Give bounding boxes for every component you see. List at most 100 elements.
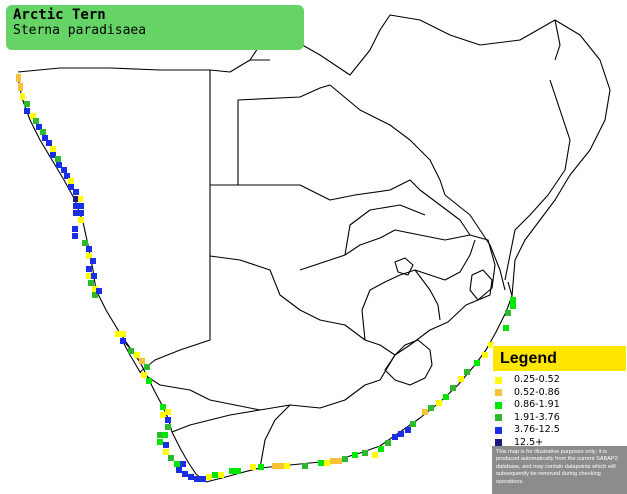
record-square xyxy=(405,427,411,433)
record-square xyxy=(92,286,98,292)
record-square xyxy=(120,331,126,337)
record-square xyxy=(163,449,169,455)
legend-list: 0.25-0.52 0.52-0.86 0.86-1.91 1.91-3.76 … xyxy=(495,374,560,449)
record-square xyxy=(342,456,348,462)
record-square xyxy=(162,432,168,438)
namibia-east-border xyxy=(209,70,331,186)
record-square xyxy=(36,124,42,130)
record-square xyxy=(450,385,456,391)
legend-label: 0.86-1.91 xyxy=(514,399,560,410)
record-square xyxy=(352,452,358,458)
record-square xyxy=(165,409,171,415)
record-square xyxy=(318,460,324,466)
record-square xyxy=(16,74,21,82)
record-square xyxy=(436,400,442,406)
province-line-6 xyxy=(299,204,426,271)
legend-item: 0.86-1.91 xyxy=(495,399,560,411)
record-square xyxy=(73,196,79,202)
record-square xyxy=(482,352,488,358)
legend-item: 0.52-0.86 xyxy=(495,387,560,399)
record-square xyxy=(278,463,284,469)
record-square xyxy=(362,450,368,456)
province-line-8 xyxy=(171,409,261,433)
record-square xyxy=(42,135,48,141)
record-square xyxy=(503,325,509,331)
record-square xyxy=(115,331,121,337)
species-common-name: Arctic Tern xyxy=(13,7,106,23)
province-line-5 xyxy=(344,229,471,256)
province-line-2 xyxy=(139,354,396,411)
legend-label: 3.76-12.5 xyxy=(514,424,560,435)
record-square xyxy=(92,292,98,298)
record-square xyxy=(88,280,94,286)
record-square xyxy=(165,424,171,430)
record-square xyxy=(78,217,84,223)
legend-disclaimer: This map is for illustrative purposes on… xyxy=(492,446,627,494)
lesotho xyxy=(384,339,433,386)
record-square xyxy=(250,464,256,470)
legend-label: 0.52-0.86 xyxy=(514,386,560,398)
record-square xyxy=(200,476,206,482)
record-square xyxy=(68,184,74,190)
record-square xyxy=(68,178,74,184)
record-square xyxy=(146,378,152,384)
record-square xyxy=(188,474,194,480)
record-square xyxy=(218,472,224,478)
record-square xyxy=(410,421,416,427)
record-square xyxy=(61,167,67,173)
record-square xyxy=(139,358,145,364)
record-square xyxy=(33,118,39,124)
record-square xyxy=(20,93,25,100)
record-square xyxy=(324,460,330,466)
legend-item: 1.91-3.76 xyxy=(495,412,560,424)
record-square xyxy=(18,83,23,91)
record-square xyxy=(182,471,188,477)
record-square xyxy=(86,246,92,252)
malawi-border xyxy=(504,79,571,281)
record-square xyxy=(336,458,342,464)
record-square xyxy=(176,467,182,473)
record-square xyxy=(194,476,200,482)
record-square xyxy=(163,442,169,448)
legend-label: 1.91-3.76 xyxy=(514,411,560,423)
legend-swatch xyxy=(495,376,502,384)
record-square xyxy=(30,113,36,119)
record-square xyxy=(73,189,79,195)
record-squares xyxy=(16,74,516,482)
record-square xyxy=(180,461,186,467)
province-line-7 xyxy=(414,269,441,321)
record-square xyxy=(78,203,84,209)
record-square xyxy=(24,108,30,114)
province-line-9 xyxy=(259,404,291,469)
country-borders xyxy=(17,14,611,483)
province-line-1 xyxy=(209,255,396,356)
record-square xyxy=(91,273,97,279)
legend-swatch xyxy=(495,439,502,446)
record-square xyxy=(78,210,84,216)
record-square xyxy=(90,258,96,264)
record-square xyxy=(72,233,78,239)
record-square xyxy=(165,417,171,423)
legend-item: 3.76-12.5 xyxy=(495,424,560,436)
record-square xyxy=(78,196,83,202)
legend-swatch xyxy=(495,401,502,409)
record-square xyxy=(258,464,264,470)
record-square xyxy=(144,364,150,370)
record-square xyxy=(86,266,92,272)
lake xyxy=(554,19,561,61)
record-square xyxy=(82,240,88,246)
record-square xyxy=(330,458,336,464)
record-square xyxy=(212,472,218,478)
record-square xyxy=(157,432,163,438)
record-square xyxy=(86,253,92,259)
record-square xyxy=(134,352,140,358)
record-square xyxy=(488,342,494,348)
record-square xyxy=(378,446,384,452)
legend-panel: Legend 0.25-0.52 0.52-0.86 0.86-1.91 1.9… xyxy=(492,345,627,494)
record-square xyxy=(128,348,134,354)
record-square xyxy=(206,474,212,480)
record-square xyxy=(510,297,516,303)
legend-item: 0.25-0.52 xyxy=(495,374,560,386)
record-square xyxy=(372,452,378,458)
legend-label: 12.5+ xyxy=(514,436,544,448)
